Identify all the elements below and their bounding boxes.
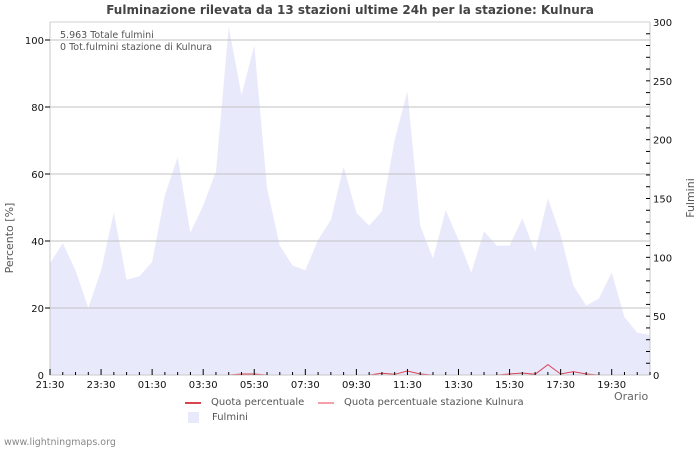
legend-label-fulmini: Fulmini [212,412,248,423]
chart-title: Fulminazione rilevata da 13 stazioni ult… [106,3,594,17]
svg-text:40: 40 [31,237,44,248]
legend-swatch-quota-station [318,401,334,404]
svg-text:09:30: 09:30 [342,380,371,391]
total-strikes-info: 5.963 Totale fulmini [60,30,154,41]
legend-item-quota: Quota percentuale [185,397,304,408]
fulmini-area [50,26,650,375]
svg-text:07:30: 07:30 [291,380,320,391]
legend-label-quota: Quota percentuale [211,397,305,408]
x-axis-title: Orario [614,390,649,403]
station-strikes-info: 0 Tot.fulmini stazione di Kulnura [60,42,212,53]
svg-text:0: 0 [38,371,44,382]
svg-text:0: 0 [653,371,659,382]
svg-text:11:30: 11:30 [393,380,422,391]
svg-text:250: 250 [653,77,672,88]
legend-label-quota-station: Quota percentuale stazione Kulnura [344,397,524,408]
svg-text:20: 20 [31,304,44,315]
svg-text:13:30: 13:30 [444,380,473,391]
svg-text:300: 300 [653,18,672,29]
legend-swatch-quota [185,401,201,404]
footer-link[interactable]: www.lightningmaps.org [4,437,116,448]
svg-text:05:30: 05:30 [240,380,269,391]
svg-text:100: 100 [25,36,44,47]
legend-item-quota-station: Quota percentuale stazione Kulnura [318,397,524,408]
svg-text:21:30: 21:30 [36,380,65,391]
svg-text:80: 80 [31,103,44,114]
svg-text:03:30: 03:30 [189,380,218,391]
svg-text:23:30: 23:30 [87,380,116,391]
svg-text:01:30: 01:30 [138,380,167,391]
svg-text:200: 200 [653,136,672,147]
y-axis-title: Percento [%] [3,203,16,274]
svg-text:15:30: 15:30 [495,380,524,391]
axes [49,22,651,376]
y2-axis-title: Fulmini [684,178,697,218]
axis-ticks: 0 20 40 60 80 100 0 50 100 150 200 250 300 21:30 23:30… [25,18,672,391]
legend-swatch-fulmini [188,412,199,423]
svg-text:17:30: 17:30 [546,380,575,391]
svg-text:100: 100 [653,253,672,264]
svg-text:50: 50 [653,312,666,323]
svg-text:150: 150 [653,195,672,206]
svg-text:19:30: 19:30 [597,380,626,391]
svg-text:60: 60 [31,170,44,181]
legend-item-fulmini: Fulmini [185,412,248,423]
